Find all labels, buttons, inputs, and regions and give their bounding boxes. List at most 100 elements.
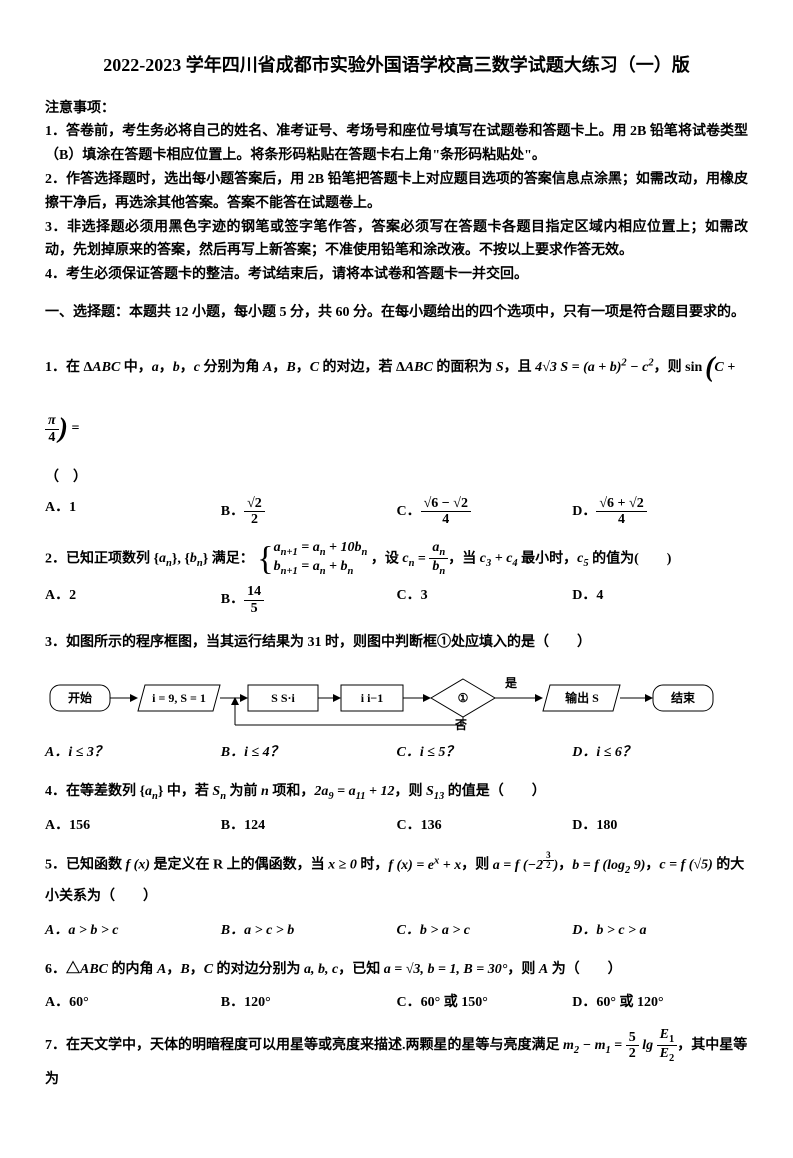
instr-1: 1．答卷前，考生务必将自己的姓名、准考证号、考场号和座位号填写在试题卷和答题卡上… [45, 120, 748, 168]
question-3: 3．如图所示的程序框图，当其运行结果为 31 时，则图中判断框①处应填入的是（ … [45, 628, 748, 765]
q6-opt-d: D．60° 或 120° [572, 991, 748, 1015]
q2-eq: = [414, 551, 429, 566]
q7-lg: lg [639, 1038, 657, 1053]
q4-p2: 为前 [226, 784, 261, 799]
q5-p2: 时， [357, 858, 389, 873]
svg-text:结束: 结束 [671, 690, 696, 705]
svg-text:S S·i: S S·i [271, 691, 295, 705]
question-6: 6．△ABC 的内角 A，B，C 的对边分别为 a, b, c，已知 a = √… [45, 955, 748, 1016]
q5-c2: ， [645, 858, 659, 873]
q1-c2: ， [180, 360, 194, 375]
q5-p1: 是定义在 R 上的偶函数，当 [150, 858, 328, 873]
q3-opt-b: B．i ≤ 4？ [221, 741, 397, 765]
q7-eq: = [611, 1038, 626, 1053]
q1-a: a [152, 360, 159, 375]
q2-p4: 最小时， [518, 551, 578, 566]
instr-2: 2．作答选择题时，选出每小题答案后，用 2B 铅笔把答题卡上对应题目选项的答案信… [45, 168, 748, 216]
q6-p2: 的对边分别为 [213, 962, 304, 977]
q2-opt-d: D．4 [572, 584, 748, 616]
q2-p5: 的值为( ) [589, 551, 672, 566]
q1-p4: 的面积为 [433, 360, 496, 375]
q3-opt-d: D．i ≤ 6？ [572, 741, 748, 765]
q6-C: C [204, 962, 213, 977]
q5-pre: 5．已知函数 [45, 858, 126, 873]
q4-n: n [261, 784, 269, 799]
q5-opt-d: D．b > c > a [572, 919, 748, 943]
q6-abc: ABC [80, 962, 108, 977]
q3-opt-c: C．i ≤ 5？ [397, 741, 573, 765]
q1-opt-d: D．√6 + √24 [572, 496, 748, 528]
question-2: 2．已知正项数列 {an}, {bn} 满足： { an+1 = an + 10… [45, 540, 748, 617]
q1-p1: 中， [120, 360, 152, 375]
q4-opt-b: B．124 [221, 814, 397, 838]
q3-opt-a: A．i ≤ 3？ [45, 741, 221, 765]
q1-p7: = [68, 421, 79, 436]
q6-p1: 的内角 [108, 962, 157, 977]
q1-p2: 分别为角 [200, 360, 263, 375]
q5-opt-c: C．b > a > c [397, 919, 573, 943]
q1-b: b [173, 360, 180, 375]
q2-opt-b: B．145 [221, 584, 397, 616]
q4-opt-d: D．180 [572, 814, 748, 838]
q4-opt-c: C．136 [397, 814, 573, 838]
q6-c2: ， [190, 962, 204, 977]
q6-p3: ，已知 [338, 962, 384, 977]
q4-p1: } 中，若 [158, 784, 213, 799]
instr-header: 注意事项： [45, 97, 748, 121]
q6-c1: ， [166, 962, 180, 977]
question-7: 7．在天文学中，天体的明暗程度可以用星等或亮度来描述.两颗星的星等与亮度满足 m… [45, 1027, 748, 1095]
q2-opt-a: A．2 [45, 584, 221, 616]
q2-opt-c: C．3 [397, 584, 573, 616]
q6-B: B [180, 962, 189, 977]
svg-text:是: 是 [504, 676, 518, 690]
q2-pre: 2．已知正项数列 { [45, 551, 159, 566]
q2-m2: } 满足： [203, 551, 258, 566]
q5-opt-a: A．a > b > c [45, 919, 221, 943]
q1-p5: ，且 [504, 360, 536, 375]
q1-c4: ， [296, 360, 310, 375]
instr-3: 3．非选择题必须用黑色字迹的钢笔或签字笔作答，答案必须写在答题卡各题目指定区域内… [45, 216, 748, 264]
q6-A: A [157, 962, 166, 977]
q1-c1: ， [159, 360, 173, 375]
instructions: 注意事项： 1．答卷前，考生务必将自己的姓名、准考证号、考场号和座位号填写在试题… [45, 97, 748, 287]
q3-options: A．i ≤ 3？ B．i ≤ 4？ C．i ≤ 5？ D．i ≤ 6？ [45, 741, 748, 765]
q2-p2: ，设 [371, 551, 403, 566]
q5-c1: ， [558, 858, 572, 873]
q1-B: B [286, 360, 295, 375]
q6-A2: A [539, 962, 548, 977]
q6-p4: ，则 [507, 962, 539, 977]
q4-p3: 项和， [269, 784, 315, 799]
section-1-header: 一、选择题：本题共 12 小题，每小题 5 分，共 60 分。在每小题给出的四个… [45, 301, 748, 325]
q1-p3: 的对边，若 Δ [319, 360, 405, 375]
q7-pre: 7．在天文学中，天体的明暗程度可以用星等或亮度来描述.两颗星的星等与亮度满足 [45, 1038, 563, 1053]
q1-abc: ABC [92, 360, 120, 375]
q1-text: 1．在 Δ [45, 360, 92, 375]
svg-text:①: ① [458, 691, 469, 705]
q6-options: A．60° B．120° C．60° 或 150° D．60° 或 120° [45, 991, 748, 1015]
q1-c3: ， [272, 360, 286, 375]
q4-p4: ，则 [394, 784, 426, 799]
svg-text:开始: 开始 [68, 690, 92, 705]
q1-S: S [496, 360, 504, 375]
q6-abc2: a, b, c [304, 962, 338, 977]
question-5: 5．已知函数 f (x) 是定义在 R 上的偶函数，当 x ≥ 0 时，f (x… [45, 849, 748, 942]
q4-p5: 的值是（ ） [444, 784, 546, 799]
q1-C: C [310, 360, 319, 375]
q1-opt-b: B．√22 [221, 496, 397, 528]
q1-abc2: ABC [405, 360, 433, 375]
q5-p3: ，则 [461, 858, 493, 873]
svg-text:输出 S: 输出 S [565, 690, 599, 705]
q5-opt-b: B．a > c > b [221, 919, 397, 943]
flowchart: 开始 i = 9, S = 1 S S·i i i−1 ① 是 否 [45, 669, 748, 731]
q1-opt-c: C．√6 − √24 [397, 496, 573, 528]
question-1: 1．在 ΔABC 中，a，b，c 分别为角 A，B，C 的对边，若 ΔABC 的… [45, 337, 748, 528]
q1-options: A．1 B．√22 C．√6 − √24 D．√6 + √24 [45, 496, 748, 528]
q2-p3: ，当 [448, 551, 480, 566]
q1-p6: ，则 sin [654, 360, 703, 375]
q1-opt-a: A．1 [45, 496, 221, 528]
q3-stem: 3．如图所示的程序框图，当其运行结果为 31 时，则图中判断框①处应填入的是（ … [45, 628, 748, 659]
instr-4: 4．考生必须保证答题卡的整洁。考试结束后，请将本试卷和答题卡一并交回。 [45, 263, 748, 287]
q4-pre: 4．在等差数列 { [45, 784, 145, 799]
q2-options: A．2 B．145 C．3 D．4 [45, 584, 748, 616]
question-4: 4．在等差数列 {an} 中，若 Sn 为前 n 项和，2a9 = a11 + … [45, 777, 748, 838]
